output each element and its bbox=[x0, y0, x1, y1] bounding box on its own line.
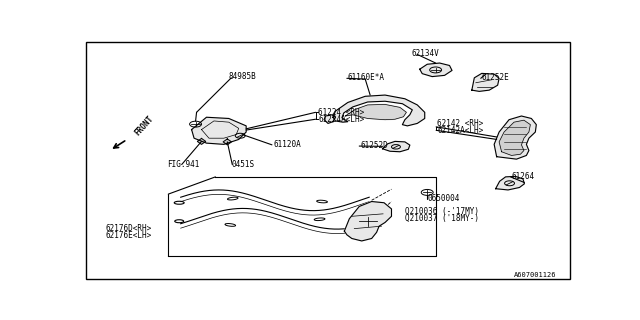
Text: 61252E: 61252E bbox=[482, 73, 509, 82]
Text: 62176E<LH>: 62176E<LH> bbox=[106, 231, 152, 240]
Text: 61252D: 61252D bbox=[360, 141, 388, 150]
Polygon shape bbox=[223, 139, 232, 145]
Text: 62142 <RH>: 62142 <RH> bbox=[437, 119, 483, 128]
Text: 0650004: 0650004 bbox=[428, 194, 460, 203]
Text: Q210036 (-'17MY): Q210036 (-'17MY) bbox=[405, 207, 479, 216]
Text: 62134V: 62134V bbox=[412, 49, 439, 58]
Polygon shape bbox=[344, 202, 392, 241]
Text: FIG.941: FIG.941 bbox=[167, 160, 199, 169]
Text: 0451S: 0451S bbox=[231, 160, 255, 169]
Text: 84985B: 84985B bbox=[229, 72, 257, 81]
Polygon shape bbox=[420, 63, 452, 76]
Polygon shape bbox=[499, 120, 531, 156]
Text: Q210037 ('18MY-): Q210037 ('18MY-) bbox=[405, 214, 479, 223]
Polygon shape bbox=[494, 116, 536, 159]
Polygon shape bbox=[324, 115, 335, 124]
Polygon shape bbox=[191, 117, 246, 144]
Polygon shape bbox=[333, 95, 425, 126]
Polygon shape bbox=[472, 73, 499, 92]
Text: FRONT: FRONT bbox=[133, 114, 156, 138]
Text: 61224 <RH>: 61224 <RH> bbox=[318, 108, 364, 117]
Text: 61120A: 61120A bbox=[273, 140, 301, 149]
Polygon shape bbox=[383, 141, 410, 152]
Text: A607001126: A607001126 bbox=[514, 272, 556, 278]
Text: 62176D<RH>: 62176D<RH> bbox=[106, 224, 152, 233]
Text: 62142A<LH>: 62142A<LH> bbox=[437, 126, 483, 135]
Text: 61264: 61264 bbox=[511, 172, 534, 181]
Text: 61160E*A: 61160E*A bbox=[348, 73, 385, 82]
Polygon shape bbox=[197, 139, 205, 144]
Text: 61224A<LH>: 61224A<LH> bbox=[318, 115, 364, 124]
Polygon shape bbox=[346, 104, 406, 120]
Polygon shape bbox=[495, 176, 524, 190]
